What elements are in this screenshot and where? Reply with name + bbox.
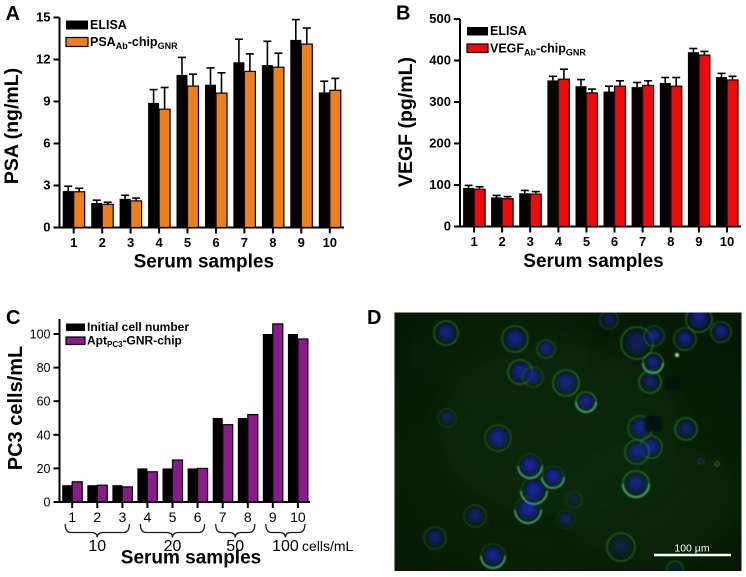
svg-text:Serum samples: Serum samples	[523, 251, 663, 272]
svg-text:0: 0	[444, 218, 451, 233]
svg-text:9: 9	[269, 509, 277, 525]
svg-text:Initial cell number: Initial cell number	[87, 320, 189, 334]
svg-text:3: 3	[43, 177, 50, 192]
svg-text:2: 2	[99, 235, 106, 250]
svg-text:6: 6	[611, 234, 618, 249]
svg-text:500: 500	[429, 11, 451, 26]
svg-text:PSAAb-chipGNR: PSAAb-chipGNR	[90, 35, 178, 51]
svg-text:0: 0	[44, 496, 51, 510]
svg-text:C: C	[6, 307, 20, 329]
svg-text:B: B	[396, 3, 410, 25]
svg-text:80: 80	[37, 361, 51, 375]
svg-text:PC3 cells/mL: PC3 cells/mL	[5, 346, 27, 471]
svg-text:9: 9	[298, 235, 305, 250]
svg-text:cells/mL: cells/mL	[302, 538, 354, 554]
svg-text:100 µm: 100 µm	[674, 543, 709, 555]
svg-text:3: 3	[119, 509, 127, 525]
svg-text:4: 4	[144, 509, 152, 525]
svg-text:ELISA: ELISA	[490, 24, 527, 38]
svg-text:10: 10	[88, 538, 106, 555]
svg-text:400: 400	[429, 52, 451, 67]
svg-text:20: 20	[37, 462, 51, 476]
svg-text:200: 200	[429, 135, 451, 150]
svg-text:8: 8	[244, 509, 252, 525]
svg-text:2: 2	[498, 234, 505, 249]
svg-text:3: 3	[127, 235, 134, 250]
svg-text:9: 9	[43, 93, 50, 108]
svg-text:5: 5	[169, 509, 177, 525]
svg-text:Serum samples: Serum samples	[134, 252, 274, 273]
svg-text:Serum samples: Serum samples	[121, 548, 261, 569]
svg-text:VEGF (pg/mL): VEGF (pg/mL)	[395, 57, 417, 187]
svg-text:ELISA: ELISA	[90, 18, 127, 32]
svg-text:15: 15	[36, 9, 50, 24]
svg-text:12: 12	[36, 51, 50, 66]
svg-text:3: 3	[527, 234, 534, 249]
svg-text:6: 6	[212, 235, 219, 250]
svg-text:10: 10	[323, 235, 337, 250]
svg-text:VEGFAb-chipGNR: VEGFAb-chipGNR	[490, 42, 586, 58]
svg-text:0: 0	[43, 219, 50, 234]
svg-text:10: 10	[290, 509, 306, 525]
svg-text:6: 6	[194, 509, 202, 525]
svg-text:6: 6	[43, 135, 50, 150]
svg-text:9: 9	[695, 234, 702, 249]
svg-text:1: 1	[68, 509, 76, 525]
svg-text:100: 100	[272, 538, 299, 555]
svg-text:10: 10	[720, 234, 734, 249]
svg-text:A: A	[6, 3, 20, 25]
svg-text:5: 5	[184, 235, 191, 250]
svg-text:1: 1	[470, 234, 477, 249]
svg-text:D: D	[367, 307, 381, 329]
svg-text:300: 300	[429, 94, 451, 109]
svg-text:1: 1	[70, 235, 77, 250]
svg-text:100: 100	[429, 177, 451, 192]
svg-text:5: 5	[583, 234, 590, 249]
svg-text:2: 2	[93, 509, 101, 525]
svg-text:AptPC3-GNR-chip: AptPC3-GNR-chip	[87, 334, 182, 350]
svg-text:7: 7	[241, 235, 248, 250]
svg-text:7: 7	[219, 509, 227, 525]
svg-text:7: 7	[639, 234, 646, 249]
svg-text:4: 4	[155, 235, 163, 250]
svg-text:50: 50	[226, 538, 244, 555]
svg-text:40: 40	[37, 428, 51, 442]
svg-text:PSA (ng/mL): PSA (ng/mL)	[1, 68, 23, 184]
svg-text:20: 20	[164, 538, 182, 555]
svg-text:8: 8	[269, 235, 276, 250]
svg-text:4: 4	[555, 234, 563, 249]
svg-text:100: 100	[30, 328, 51, 342]
svg-text:60: 60	[37, 395, 51, 409]
svg-text:8: 8	[667, 234, 674, 249]
